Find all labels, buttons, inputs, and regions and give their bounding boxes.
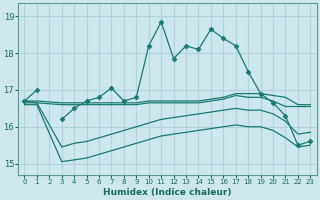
X-axis label: Humidex (Indice chaleur): Humidex (Indice chaleur) — [103, 188, 232, 197]
